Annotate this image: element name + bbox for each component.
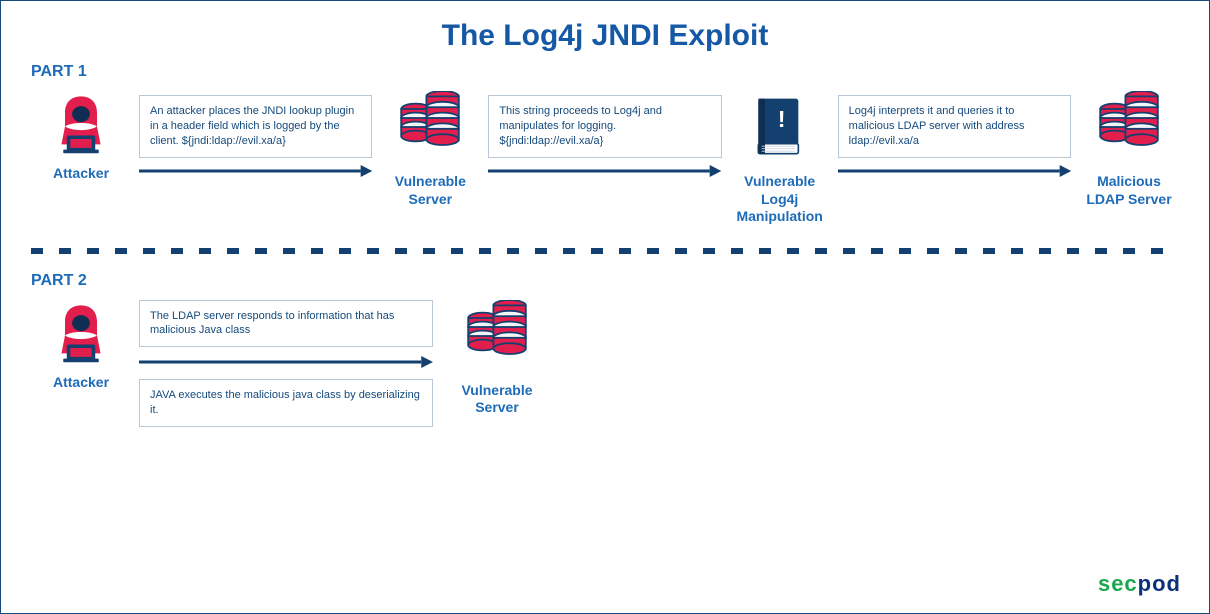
part1-step2: This string proceeds to Log4j and manipu… [480,95,729,178]
part2-steps: The LDAP server responds to information … [131,300,441,427]
log-book-icon: ! [744,87,816,167]
part1-label: PART 1 [31,63,1179,81]
node-attacker-2: Attacker [31,296,131,392]
part1-step3: Log4j interprets it and queries it to ma… [830,95,1079,178]
part2-label: PART 2 [31,272,1179,290]
node-attacker-label: Attacker [53,165,109,183]
part-divider [31,248,1179,254]
arrow-icon [139,164,372,178]
database-icon [394,87,466,167]
part1-step3-box: Log4j interprets it and queries it to ma… [838,95,1071,158]
node-attacker-2-label: Attacker [53,374,109,392]
part1-step2-box: This string proceeds to Log4j and manipu… [488,95,721,158]
diagram-frame: The Log4j JNDI Exploit PART 1 Attacker A… [0,0,1210,614]
node-vuln-server-2-label: Vulnerable Server [447,382,547,417]
node-vuln-server-1-label: Vulnerable Server [380,173,480,208]
database-icon [461,296,533,376]
part1-row: Attacker An attacker places the JNDI loo… [31,87,1179,226]
arrow-icon [838,164,1071,178]
database-icon [1093,87,1165,167]
arrow-icon [139,355,433,369]
logo-part2: pod [1138,571,1181,596]
part1-step1: An attacker places the JNDI lookup plugi… [131,95,380,178]
part2-row: Attacker The LDAP server responds to inf… [31,296,1179,427]
diagram-title: The Log4j JNDI Exploit [31,19,1179,53]
node-vuln-server-1: Vulnerable Server [380,87,480,208]
node-log4j: ! Vulnerable Log4j Manipulation [730,87,830,226]
node-ldap: Malicious LDAP Server [1079,87,1179,208]
part2-step1-box: The LDAP server responds to information … [139,300,433,348]
brand-logo: secpod [1098,571,1181,597]
node-attacker: Attacker [31,87,131,183]
part2-step2-box: JAVA executes the malicious java class b… [139,379,433,427]
arrow-icon [488,164,721,178]
node-ldap-label: Malicious LDAP Server [1079,173,1179,208]
svg-text:!: ! [777,106,785,132]
attacker-icon [45,296,117,368]
part1-step1-box: An attacker places the JNDI lookup plugi… [139,95,372,158]
node-vuln-server-2: Vulnerable Server [447,296,547,417]
logo-part1: sec [1098,571,1138,596]
node-log4j-label: Vulnerable Log4j Manipulation [730,173,830,226]
attacker-icon [45,87,117,159]
